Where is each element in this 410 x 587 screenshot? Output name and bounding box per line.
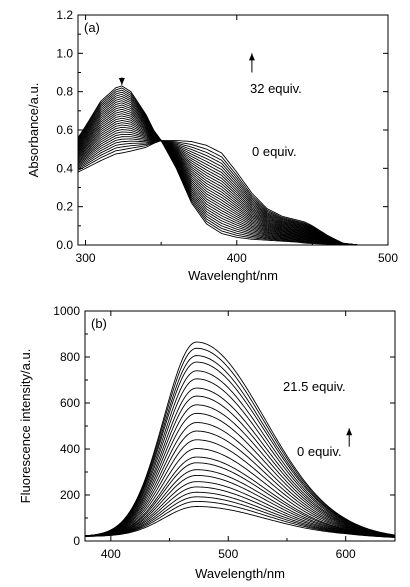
- spectrum-line: [84, 469, 396, 538]
- y-tick-label: 1.0: [56, 46, 73, 60]
- arrow-head: [346, 428, 353, 436]
- spectrum-line: [77, 133, 388, 246]
- spectrum-line: [77, 140, 388, 246]
- spectrum-line: [84, 378, 396, 537]
- series-lines-a: [77, 85, 388, 246]
- x-tick-label: 500: [218, 547, 238, 561]
- x-ticks-b: 400 500 600: [101, 311, 356, 561]
- x-tick-label: 500: [378, 251, 398, 265]
- spectrum-line: [77, 140, 388, 246]
- arrow-head: [118, 77, 125, 85]
- spectrum-line: [84, 486, 396, 538]
- y-axis-label-a: Absorbance/a.u.: [26, 83, 41, 178]
- y-tick-label: 800: [60, 350, 80, 364]
- spectrum-line: [84, 474, 396, 538]
- spectrum-line: [84, 456, 396, 538]
- spectrum-line: [84, 412, 396, 537]
- spectrum-line: [84, 387, 396, 537]
- spectrum-line: [77, 140, 388, 246]
- x-axis-label-b: Wavelength/nm: [195, 566, 285, 581]
- annotation-lower-a: 0 equiv.: [252, 144, 297, 159]
- spectrum-line: [77, 140, 388, 246]
- spectrum-line: [84, 395, 396, 537]
- spectrum-line: [84, 361, 396, 537]
- annotation-upper-b: 21.5 equiv.: [283, 379, 346, 394]
- y-tick-label: 0.0: [56, 238, 73, 252]
- x-axis-label-a: Wavelenght/nm: [188, 268, 278, 283]
- spectrum-line: [84, 422, 396, 537]
- y-tick-label: 600: [60, 396, 80, 410]
- y-tick-label: 0: [73, 534, 80, 548]
- spectrum-line: [84, 448, 396, 538]
- y-axis-label-b: Fluorescence intensity/a.u.: [18, 349, 33, 504]
- annotation-lower-b: 0 equiv.: [297, 444, 342, 459]
- spectrum-line: [84, 355, 396, 537]
- spectrum-line: [84, 341, 396, 537]
- spectrum-line: [77, 85, 388, 246]
- spectrum-line: [84, 370, 396, 537]
- spectrum-line: [77, 140, 388, 246]
- y-ticks-a: 0.0 0.2 0.4 0.6 0.8 1.0 1.2: [56, 8, 388, 252]
- spectrum-line: [84, 462, 396, 538]
- x-tick-label: 400: [227, 251, 247, 265]
- spectrum-line: [77, 124, 388, 246]
- y-tick-label: 1.2: [56, 8, 73, 22]
- y-tick-label: 400: [60, 442, 80, 456]
- arrows-b: [346, 428, 353, 447]
- y-tick-label: 0.2: [56, 200, 73, 214]
- y-tick-label: 0.4: [56, 161, 73, 175]
- y-ticks-b: 0 200 400 600 800 1000: [53, 304, 395, 548]
- y-tick-label: 200: [60, 488, 80, 502]
- spectrum-line: [84, 430, 396, 537]
- y-tick-label: 0.6: [56, 123, 73, 137]
- chart-panel-b: 400 500 600 0 200 400 600 800 1000 (b) Waveleng…: [18, 304, 396, 581]
- spectrum-line: [84, 481, 396, 538]
- panel-label-b: (b): [91, 316, 107, 331]
- y-tick-label: 1000: [53, 304, 80, 318]
- y-tick-label: 0.8: [56, 85, 73, 99]
- x-tick-label: 400: [101, 547, 121, 561]
- arrows-a: [118, 53, 255, 85]
- spectrum-line: [84, 500, 396, 538]
- spectrum-line: [77, 111, 388, 246]
- x-tick-label: 600: [336, 547, 356, 561]
- arrow-head: [248, 53, 255, 61]
- spectrum-line: [84, 439, 396, 537]
- annotation-upper-a: 32 equiv.: [250, 81, 302, 96]
- spectrum-line: [84, 347, 396, 537]
- panel-label-a: (a): [84, 20, 100, 35]
- spectrum-line: [77, 104, 388, 246]
- x-ticks-a: 300 400 500: [76, 15, 398, 265]
- plot-frame-b: [84, 310, 396, 542]
- series-lines-b: [84, 341, 396, 538]
- spectrum-line: [84, 404, 396, 537]
- x-tick-label: 300: [76, 251, 96, 265]
- spectrum-line: [84, 506, 396, 538]
- spectrum-line: [77, 91, 388, 246]
- chart-panel-a: 300 400 500 0.0 0.2 0.4 0.6 0.8 1.0 1.2 (a) Wave…: [26, 8, 398, 283]
